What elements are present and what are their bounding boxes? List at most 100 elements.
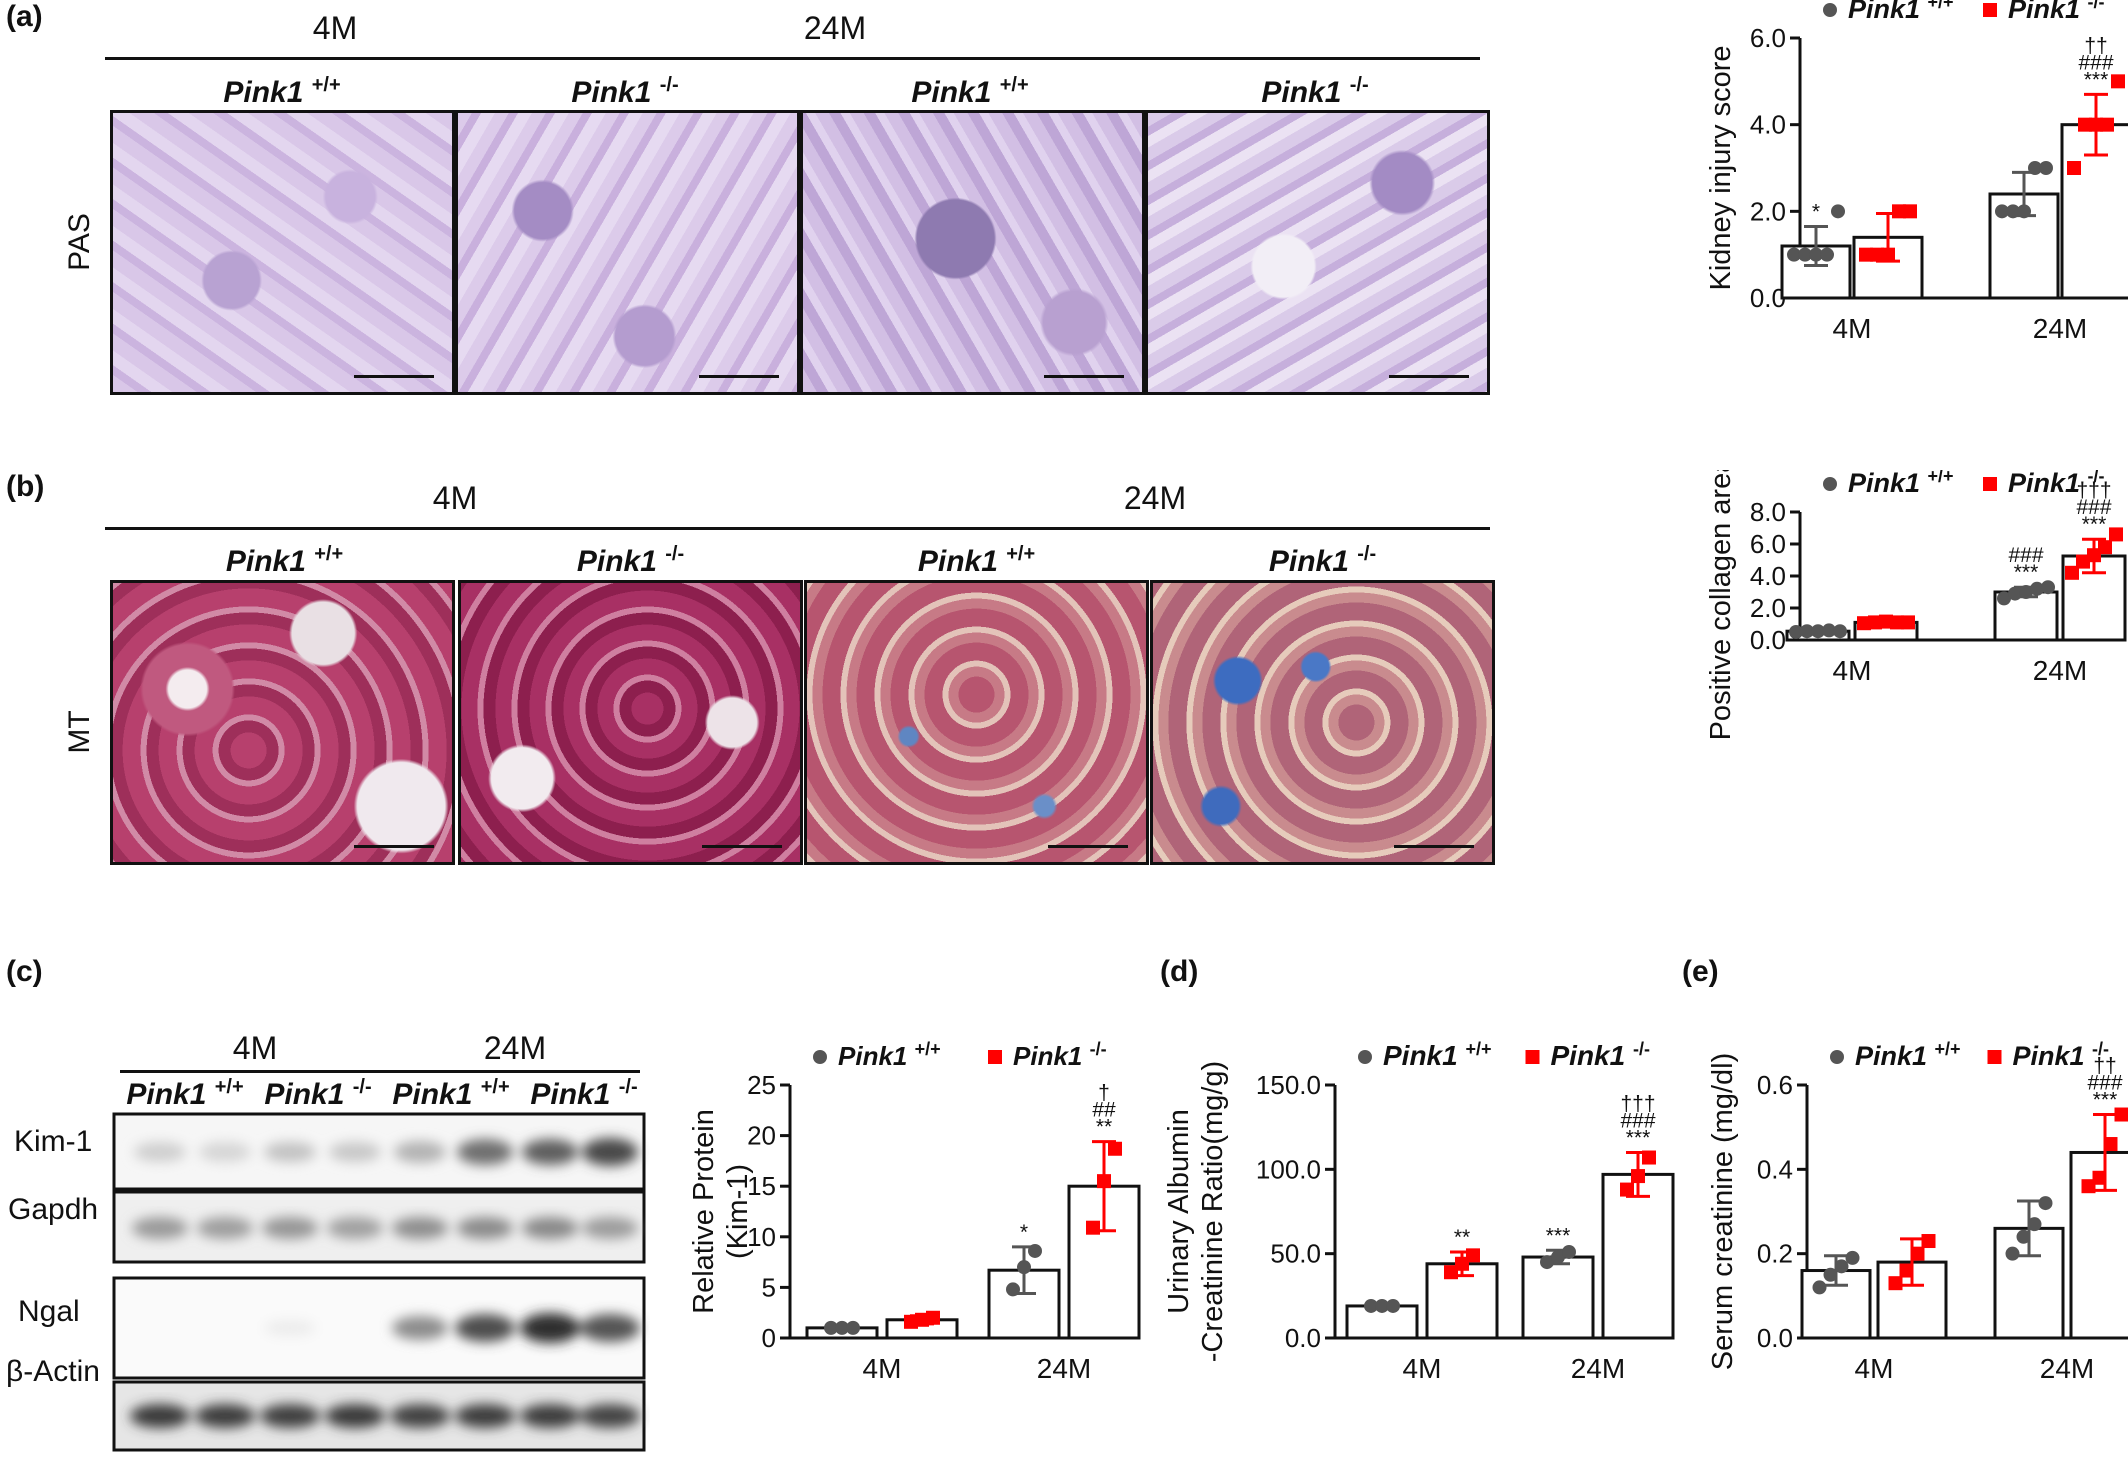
y-tick-label: 8.0 <box>1750 497 1786 527</box>
data-point <box>2038 1196 2053 1211</box>
y-axis-title: Relative Protein <box>688 1109 720 1314</box>
chart-serum-creatinine: 0.0 0.2 0.4 0.6 Serum creatinine (mg/dl) Pink… <box>1707 1039 2128 1384</box>
mt-image-24m-ko <box>1150 580 1495 865</box>
y-tick-label: 4.0 <box>1750 110 1786 140</box>
scale-bar <box>354 375 434 378</box>
blot-row-label: Kim-1 <box>14 1125 93 1158</box>
x-tick-label: 4M <box>1833 655 1872 686</box>
y-tick-label: 0.0 <box>1750 625 1786 655</box>
genotype-label: Pink1 -/- <box>1261 74 1369 109</box>
header-24m-a: 24M <box>803 10 867 46</box>
y-tick-label: 6.0 <box>1750 23 1786 53</box>
data-point <box>2041 580 2055 595</box>
data-point <box>2016 1229 2031 1244</box>
y-tick-label: 2.0 <box>1750 593 1786 623</box>
data-point <box>2111 74 2125 89</box>
chart-kim1-protein: 0 5 10 15 20 25 Relative Protein (Kim-1) Pink1 +… <box>688 1039 1141 1384</box>
y-tick-label: 0.2 <box>1757 1239 1793 1269</box>
data-point <box>1466 1248 1480 1263</box>
data-point <box>1375 1298 1389 1313</box>
legend-label: Pink1 -/- <box>1551 1039 1650 1071</box>
ngal-bands <box>264 1313 640 1343</box>
actin-bands <box>130 1404 640 1428</box>
scale-bar <box>1389 375 1469 378</box>
data-point <box>2089 117 2103 132</box>
header-4m-b: 4M <box>432 480 478 516</box>
y-axis-title-group: Serum creatinine (mg/dl) <box>1707 1053 1739 1371</box>
data-point <box>2030 581 2044 596</box>
data-point <box>2078 117 2092 132</box>
y-tick-label: 0 <box>762 1323 776 1353</box>
data-point <box>1870 247 1884 262</box>
data-point <box>2103 1137 2118 1152</box>
data-point <box>915 1312 929 1327</box>
data-point <box>1890 615 1904 630</box>
genotype-label: Pink1 +/+ <box>911 74 1029 109</box>
data-point <box>2039 161 2053 175</box>
blot-genotype-label: Pink1 +/+ <box>392 1076 510 1111</box>
bar <box>1601 1172 1675 1340</box>
data-point <box>1006 1282 1020 1297</box>
x-tick-label: 4M <box>863 1353 902 1384</box>
chart-albumin-creatinine: 0.0 50.0 100.0 150.0 Urinary Albumin -Creatin… <box>1163 1039 1675 1384</box>
header-24m-b: 24M <box>1123 480 1187 516</box>
y-tick-label: 0.0 <box>1750 283 1786 313</box>
y-axis-title: -Creatinine Ratio(mg/g) <box>1197 1061 1229 1362</box>
data-point <box>2087 548 2101 563</box>
data-point <box>1108 1141 1122 1156</box>
pas-image-24m-ko <box>1145 110 1490 395</box>
data-point <box>1386 1298 1400 1313</box>
legend-label: Pink1 -/- <box>2008 470 2105 498</box>
significance-mark: ††† <box>2076 479 2111 502</box>
significance-mark: *** <box>1546 1224 1571 1247</box>
y-tick-label: 100.0 <box>1256 1154 1321 1184</box>
data-point <box>1823 1267 1838 1282</box>
significance-mark: ## <box>1092 1099 1116 1122</box>
data-point <box>2092 1170 2107 1185</box>
panel-label-d: (d) <box>1160 955 1199 988</box>
x-tick-label: 4M <box>1403 1353 1442 1384</box>
significance-mark: †† <box>2084 34 2107 57</box>
y-axis-title-group: Kidney injury score <box>1705 46 1737 291</box>
y-tick-label: 25 <box>747 1070 776 1100</box>
significance-mark: *** <box>2014 561 2039 584</box>
mt-image-4m-wt <box>110 580 455 865</box>
scale-bar <box>1394 845 1474 848</box>
legend-marker-ko <box>1525 1050 1540 1064</box>
blot-header-rule <box>120 1070 640 1073</box>
western-blot-image <box>112 1112 646 1452</box>
data-point <box>1028 1243 1042 1258</box>
data-point <box>1812 1280 1827 1295</box>
data-point <box>1364 1298 1378 1313</box>
significance-mark: ††† <box>1620 1092 1655 1115</box>
data-point <box>1540 1255 1554 1270</box>
significance-mark: ** <box>1096 1116 1112 1139</box>
y-axis-title-group: Urinary Albumin -Creatinine Ratio(mg/g) <box>1163 1061 1229 1362</box>
pas-image-4m-wt <box>110 110 455 395</box>
chart-collagen-area: 0.02.04.06.08.0 Positive collagen area(%)… <box>1705 470 2127 740</box>
legend-label: Pink1 -/- <box>2013 1039 2110 1071</box>
legend-marker-ko <box>988 1050 1002 1064</box>
significance-mark: † <box>1098 1082 1110 1105</box>
data-point <box>2065 565 2079 580</box>
legend-marker-ko <box>1983 3 1997 17</box>
kim1-bands <box>134 1138 638 1166</box>
y-tick-label: 4.0 <box>1750 561 1786 591</box>
scale-bar <box>702 845 782 848</box>
data-point <box>1997 591 2011 606</box>
significance-mark: *** <box>2082 513 2107 536</box>
genotype-label: Pink1 +/+ <box>917 543 1036 578</box>
y-tick-label: 50.0 <box>1270 1239 1321 1269</box>
significance-mark: ### <box>2078 51 2113 74</box>
significance-mark: *** <box>1626 1126 1651 1149</box>
data-point <box>1562 1244 1576 1259</box>
y-axis-title: Positive collagen area(%) <box>1705 470 1737 740</box>
genotype-label: Pink1 +/+ <box>223 74 341 109</box>
significance-mark: *** <box>2084 68 2109 91</box>
genotype-label: Pink1 -/- <box>1268 543 1377 578</box>
data-point <box>1620 1182 1634 1197</box>
y-tick-label: 5 <box>762 1272 776 1302</box>
y-axis-title: Serum creatinine (mg/dl) <box>1707 1053 1739 1371</box>
data-point <box>1642 1150 1656 1165</box>
mt-image-24m-wt <box>804 580 1149 865</box>
